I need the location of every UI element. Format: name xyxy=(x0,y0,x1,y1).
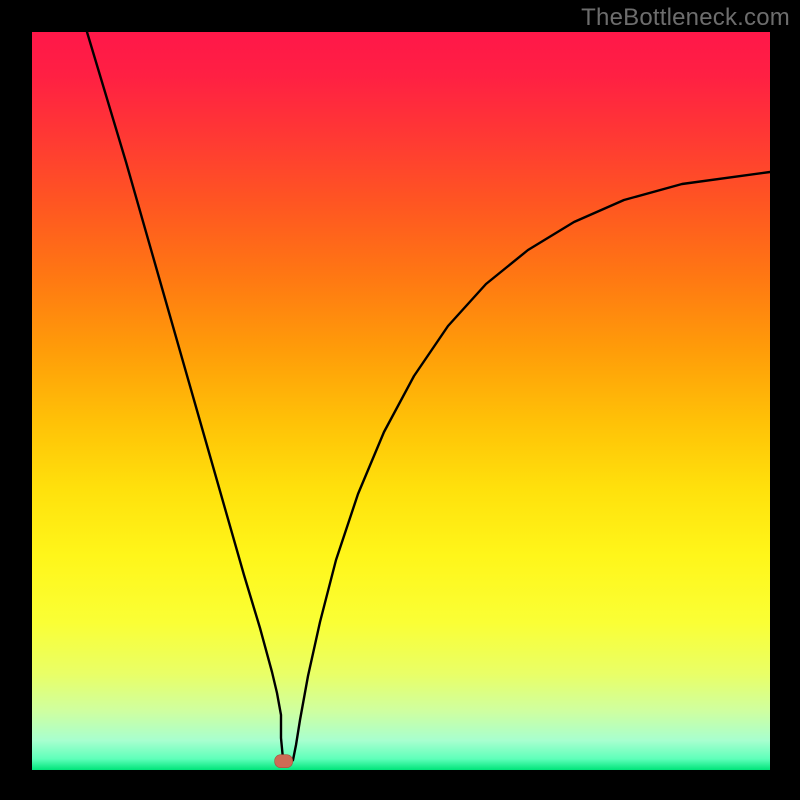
bottleneck-curve-chart xyxy=(0,0,800,800)
chart-canvas: TheBottleneck.com xyxy=(0,0,800,800)
optimal-point-marker xyxy=(275,755,293,768)
watermark-text: TheBottleneck.com xyxy=(581,4,790,32)
